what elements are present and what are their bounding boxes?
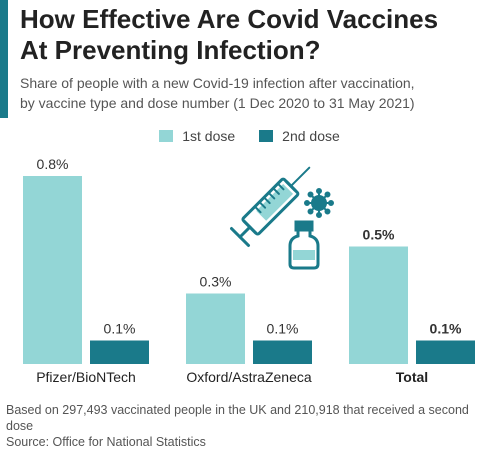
syringe-icon [230, 166, 311, 247]
accent-bar [0, 0, 8, 118]
footnote: Based on 297,493 vaccinated people in th… [6, 403, 469, 433]
category-label: Oxford/AstraZeneca [186, 369, 311, 385]
data-label: 0.1% [430, 321, 462, 337]
category-label: Total [396, 369, 428, 385]
bar-total-dose-2 [416, 340, 475, 364]
chart-title: How Effective Are Covid Vaccines At Prev… [20, 4, 498, 66]
chart-legend: 1st dose 2nd dose [0, 128, 499, 144]
bar-oxford-astrazeneca-dose-2 [253, 340, 312, 364]
chart-footer: Based on 297,493 vaccinated people in th… [6, 402, 496, 450]
title-line-2: At Preventing Infection? [20, 35, 321, 65]
legend-label-dose-2: 2nd dose [282, 128, 340, 144]
legend-swatch-dose-2 [259, 130, 274, 142]
data-label: 0.8% [37, 156, 69, 172]
bar-pfizer-biontech-dose-1 [23, 176, 82, 364]
source-note: Source: Office for National Statistics [6, 435, 206, 449]
data-label: 0.1% [267, 321, 299, 337]
virus-icon [304, 188, 334, 218]
vaccine-vial-icon [288, 220, 320, 270]
data-label: 0.1% [104, 321, 136, 337]
bar-total-dose-1 [349, 246, 408, 364]
data-label: 0.3% [200, 274, 232, 290]
legend-swatch-dose-1 [159, 130, 174, 142]
title-line-1: How Effective Are Covid Vaccines [20, 4, 439, 34]
legend-label-dose-1: 1st dose [182, 128, 236, 144]
category-label: Pfizer/BioNTech [36, 369, 136, 385]
bar-pfizer-biontech-dose-2 [90, 340, 149, 364]
chart-subtitle: Share of people with a new Covid-19 infe… [20, 73, 498, 113]
legend-item-dose-2: 2nd dose [259, 128, 340, 144]
bar-oxford-astrazeneca-dose-1 [186, 293, 245, 364]
subtitle-line-2: by vaccine type and dose number (1 Dec 2… [20, 95, 415, 111]
data-label: 0.5% [363, 227, 395, 243]
legend-item-dose-1: 1st dose [159, 128, 235, 144]
subtitle-line-1: Share of people with a new Covid-19 infe… [20, 75, 415, 91]
